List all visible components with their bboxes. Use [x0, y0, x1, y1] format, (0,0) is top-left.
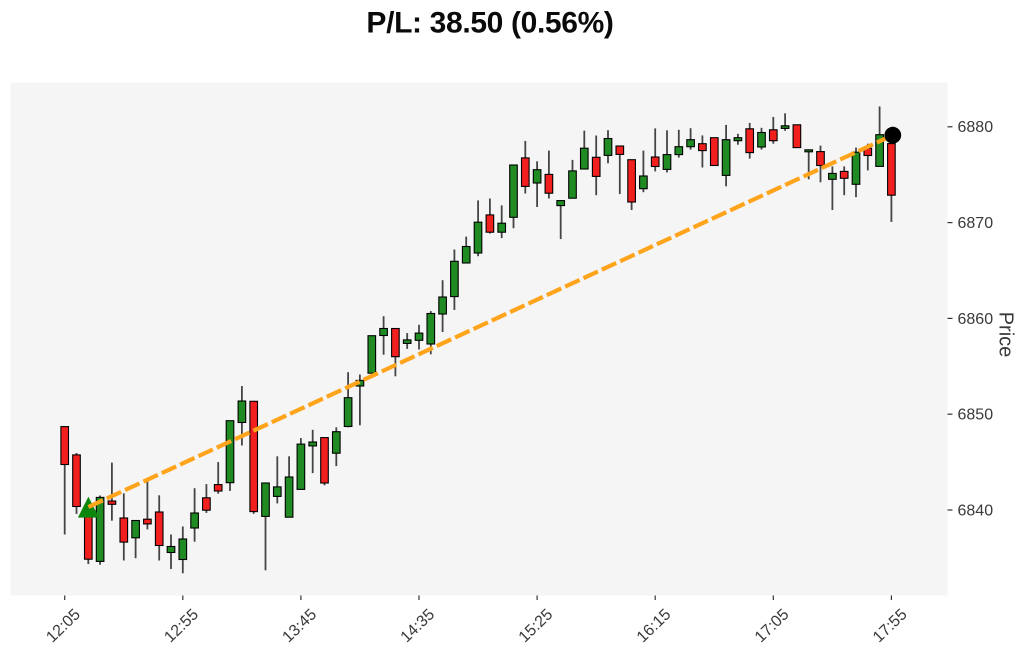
svg-text:6850: 6850: [958, 407, 994, 424]
svg-text:12:55: 12:55: [161, 606, 202, 646]
svg-text:6860: 6860: [958, 311, 994, 328]
svg-text:16:15: 16:15: [634, 606, 675, 646]
svg-text:17:05: 17:05: [752, 606, 793, 646]
svg-text:14:35: 14:35: [398, 606, 439, 646]
svg-text:6880: 6880: [958, 119, 994, 136]
svg-text:15:25: 15:25: [516, 606, 557, 646]
svg-text:6840: 6840: [958, 502, 994, 519]
svg-text:6870: 6870: [958, 215, 994, 232]
svg-text:Price: Price: [995, 312, 1017, 358]
svg-text:13:45: 13:45: [280, 606, 321, 646]
svg-text:12:05: 12:05: [43, 606, 84, 646]
svg-text:P/L: 38.50 (0.56%): P/L: 38.50 (0.56%): [366, 7, 613, 40]
svg-text:17:55: 17:55: [870, 606, 911, 646]
